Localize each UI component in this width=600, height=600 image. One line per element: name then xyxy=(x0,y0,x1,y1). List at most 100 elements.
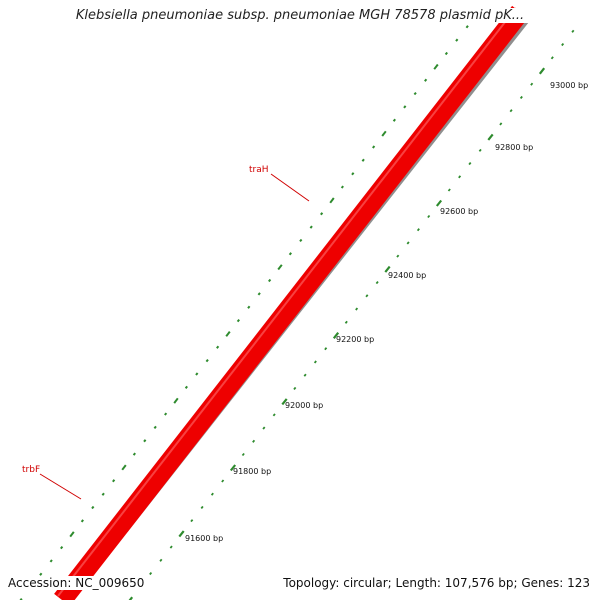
scale-label-93000: 93000 bp xyxy=(550,81,588,90)
minor-scale-tick xyxy=(447,188,451,192)
feature-dot xyxy=(433,63,439,70)
feature-dot xyxy=(381,130,387,137)
minor-scale-tick xyxy=(252,439,256,443)
minor-scale-tick xyxy=(210,492,214,496)
feature-dot xyxy=(309,225,313,229)
feature-dot xyxy=(299,238,303,243)
minor-scale-tick xyxy=(375,281,379,285)
feature-dot xyxy=(39,572,43,576)
feature-dot xyxy=(236,318,240,323)
minor-scale-tick xyxy=(303,373,307,377)
feature-dot xyxy=(60,545,64,550)
minor-scale-tick xyxy=(200,505,204,509)
feature-dot xyxy=(444,51,448,56)
scale-label-92000: 92000 bp xyxy=(285,401,323,410)
minor-scale-tick xyxy=(416,228,420,232)
feature-dot xyxy=(329,197,335,204)
minor-scale-tick xyxy=(159,558,163,562)
major-scale-tick xyxy=(384,265,391,273)
scale-label-91600: 91600 bp xyxy=(185,534,223,543)
feature-dot xyxy=(247,305,251,309)
feature-dot xyxy=(257,292,261,296)
minor-scale-tick xyxy=(530,82,534,86)
minor-scale-tick xyxy=(262,426,266,430)
map-title: Klebsiella pneumoniae subsp. pneumoniae … xyxy=(0,8,600,23)
scale-label-92800: 92800 bp xyxy=(495,143,533,152)
outer-feature-dots xyxy=(19,25,469,600)
minor-scale-tick xyxy=(571,29,575,33)
minor-scale-tick xyxy=(519,95,523,99)
accession-label: Accession: NC_009650 xyxy=(8,576,145,590)
feature-dot xyxy=(372,145,376,149)
feature-dot xyxy=(361,158,365,162)
gene-leader-trah xyxy=(270,173,310,202)
scale-label-92400: 92400 bp xyxy=(388,271,426,280)
major-scale-tick xyxy=(487,133,494,141)
feature-dot xyxy=(173,397,179,404)
gene-label-trah: traH xyxy=(249,165,269,175)
major-scale-tick xyxy=(332,332,340,339)
backbone-rings xyxy=(54,5,530,600)
gene-labels: traH trbF xyxy=(22,165,310,500)
scale-label-92600: 92600 bp xyxy=(440,207,478,216)
backbone-highlight xyxy=(57,7,517,597)
scale-ticks xyxy=(128,29,575,600)
minor-scale-tick xyxy=(313,360,317,364)
feature-dot xyxy=(19,597,23,600)
feature-dot xyxy=(465,25,469,29)
minor-scale-tick xyxy=(478,148,482,152)
minor-scale-tick xyxy=(293,386,297,390)
feature-dot xyxy=(184,385,188,389)
minor-scale-tick xyxy=(355,307,359,311)
feature-dot xyxy=(121,464,127,471)
feature-dot xyxy=(101,492,105,496)
minor-scale-tick xyxy=(509,109,513,113)
feature-dot xyxy=(132,452,136,456)
major-scale-tick xyxy=(178,530,185,538)
feature-dot xyxy=(413,91,417,96)
topology-summary: Topology: circular; Length: 107,576 bp; … xyxy=(283,576,590,590)
minor-scale-tick xyxy=(190,519,194,523)
gene-label-trbf: trbF xyxy=(22,465,40,475)
minor-scale-tick xyxy=(458,175,462,179)
feature-dot xyxy=(320,212,324,216)
feature-dot xyxy=(403,105,407,109)
minor-scale-tick xyxy=(499,122,503,126)
minor-scale-tick xyxy=(550,56,554,60)
feature-dot xyxy=(340,185,344,189)
scale-tick-labels: 91600 bp 91800 bp 92000 bp 92200 bp 9240… xyxy=(185,81,588,543)
major-scale-tick xyxy=(229,464,237,472)
major-scale-tick xyxy=(435,199,443,207)
scale-label-92200: 92200 bp xyxy=(336,335,374,344)
feature-dot xyxy=(205,358,209,363)
feature-dot xyxy=(277,264,283,271)
major-scale-tick xyxy=(538,67,546,75)
minor-scale-tick xyxy=(221,479,225,483)
feature-dot xyxy=(69,531,75,538)
major-scale-tick xyxy=(128,596,134,600)
gene-leader-trbf xyxy=(39,473,82,500)
minor-scale-tick xyxy=(169,545,173,549)
feature-dot xyxy=(164,412,168,416)
minor-scale-tick xyxy=(365,294,369,298)
feature-dot xyxy=(91,505,95,510)
feature-dot xyxy=(195,372,199,376)
feature-dot xyxy=(49,559,53,563)
minor-scale-tick xyxy=(272,413,276,417)
minor-scale-tick xyxy=(149,572,153,576)
feature-dot xyxy=(143,439,147,443)
feature-dot xyxy=(351,172,355,176)
feature-dot xyxy=(153,425,157,430)
minor-scale-tick xyxy=(468,162,472,166)
minor-scale-tick xyxy=(241,452,245,457)
minor-scale-tick xyxy=(406,241,410,245)
feature-dot xyxy=(80,519,84,523)
major-scale-tick xyxy=(281,398,288,406)
minor-scale-tick xyxy=(561,43,565,47)
feature-dot xyxy=(112,479,116,483)
backbone-ring xyxy=(54,5,528,600)
feature-dot xyxy=(225,330,231,337)
scale-label-91800: 91800 bp xyxy=(233,467,271,476)
feature-dot xyxy=(392,118,396,122)
